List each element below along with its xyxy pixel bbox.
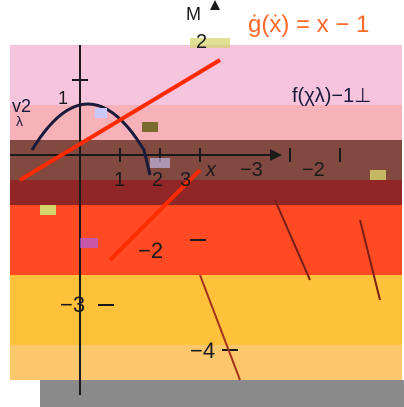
y-tick-neg3: −3 bbox=[60, 292, 85, 317]
x-tick-1: 1 bbox=[114, 169, 125, 191]
y-tick-neg4: −4 bbox=[190, 338, 215, 363]
gray-bottom-band bbox=[40, 380, 404, 407]
equation-f: f(χλ)−1⊥ bbox=[292, 85, 372, 107]
noise-patch-5 bbox=[80, 238, 98, 248]
x-tick-neg3: −3 bbox=[240, 159, 263, 181]
pink-band bbox=[10, 45, 402, 105]
line-g-lower bbox=[108, 168, 202, 262]
noise-patch-1 bbox=[95, 108, 107, 118]
y-tick-2: 2 bbox=[196, 31, 207, 53]
curve-right bbox=[359, 219, 381, 301]
x-tick-neg2: −2 bbox=[302, 159, 325, 181]
y-tick-1: 1 bbox=[58, 88, 68, 108]
y-axis-arrow-icon bbox=[210, 0, 220, 10]
noise-patch-4 bbox=[40, 205, 56, 215]
noise-patch-2 bbox=[142, 122, 158, 132]
salmon-band bbox=[10, 105, 402, 140]
curve-mid-right bbox=[274, 199, 311, 281]
y-tick-neg2: −2 bbox=[138, 238, 163, 263]
curve-lower-right bbox=[199, 274, 241, 381]
line-g bbox=[18, 58, 222, 182]
light-yellow-band bbox=[10, 345, 402, 380]
dark-red-band bbox=[10, 180, 402, 205]
x-axis-label: x bbox=[205, 159, 217, 181]
noise-patch-3 bbox=[190, 38, 230, 48]
equation-g: ġ(ẋ) = x − 1 bbox=[248, 11, 369, 38]
x-axis-arrow-icon bbox=[270, 149, 282, 161]
parabola-curve bbox=[30, 102, 152, 176]
yellow-band bbox=[10, 275, 402, 345]
noise-patch-6 bbox=[150, 158, 170, 168]
left-glyph: v2 bbox=[12, 96, 31, 116]
x-tick-3: 3 bbox=[180, 169, 191, 191]
left-glyph-sub: λ bbox=[16, 113, 23, 129]
y-top-glyphs: M bbox=[186, 4, 201, 24]
x-tick-2: 2 bbox=[152, 169, 163, 191]
noise-patch-7 bbox=[370, 170, 386, 180]
